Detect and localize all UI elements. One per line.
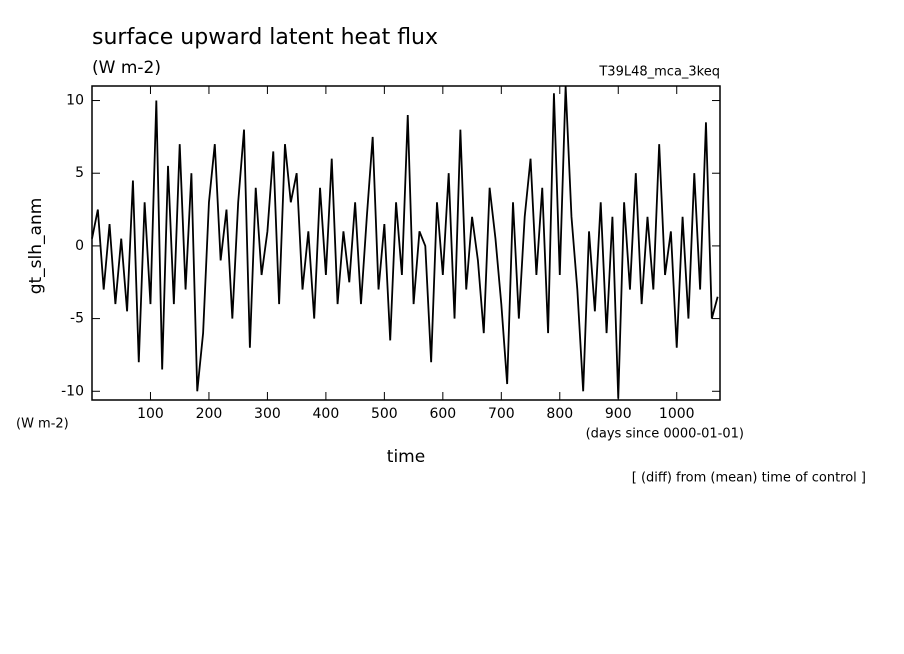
y-tick-label: 0 — [75, 238, 84, 254]
units: (W m-2) — [92, 58, 161, 78]
x-tick-label: 900 — [605, 406, 632, 422]
plot-frame — [91, 85, 721, 401]
x-tick-label: 500 — [371, 406, 398, 422]
x-tick-label: 300 — [254, 406, 281, 422]
y-units: (W m-2) — [16, 417, 69, 432]
y-tick-label: 5 — [75, 165, 84, 181]
x-tick-label: 400 — [313, 406, 340, 422]
x-tick-label: 200 — [196, 406, 223, 422]
y-tick-label: -10 — [61, 383, 84, 399]
x-units: (days since 0000-01-01) — [586, 427, 744, 442]
x-tick-label: 100 — [137, 406, 164, 422]
x-tick-label: 700 — [488, 406, 515, 422]
y-tick-label: 10 — [66, 93, 84, 109]
x-tick-label: 1000 — [659, 406, 695, 422]
x-axis-label: time — [387, 447, 425, 467]
y-tick-label: -5 — [70, 311, 84, 327]
x-tick-label: 600 — [429, 406, 456, 422]
chart-title: surface upward latent heat flux — [92, 25, 438, 50]
x-tick-label: 800 — [546, 406, 573, 422]
run-label: T39L48_mca_3keq — [598, 65, 720, 80]
data-line — [91, 85, 719, 399]
y-axis-label: gt_slh_anm — [26, 198, 46, 295]
annotation: [ (diff) from (mean) time of control ] — [632, 471, 866, 486]
